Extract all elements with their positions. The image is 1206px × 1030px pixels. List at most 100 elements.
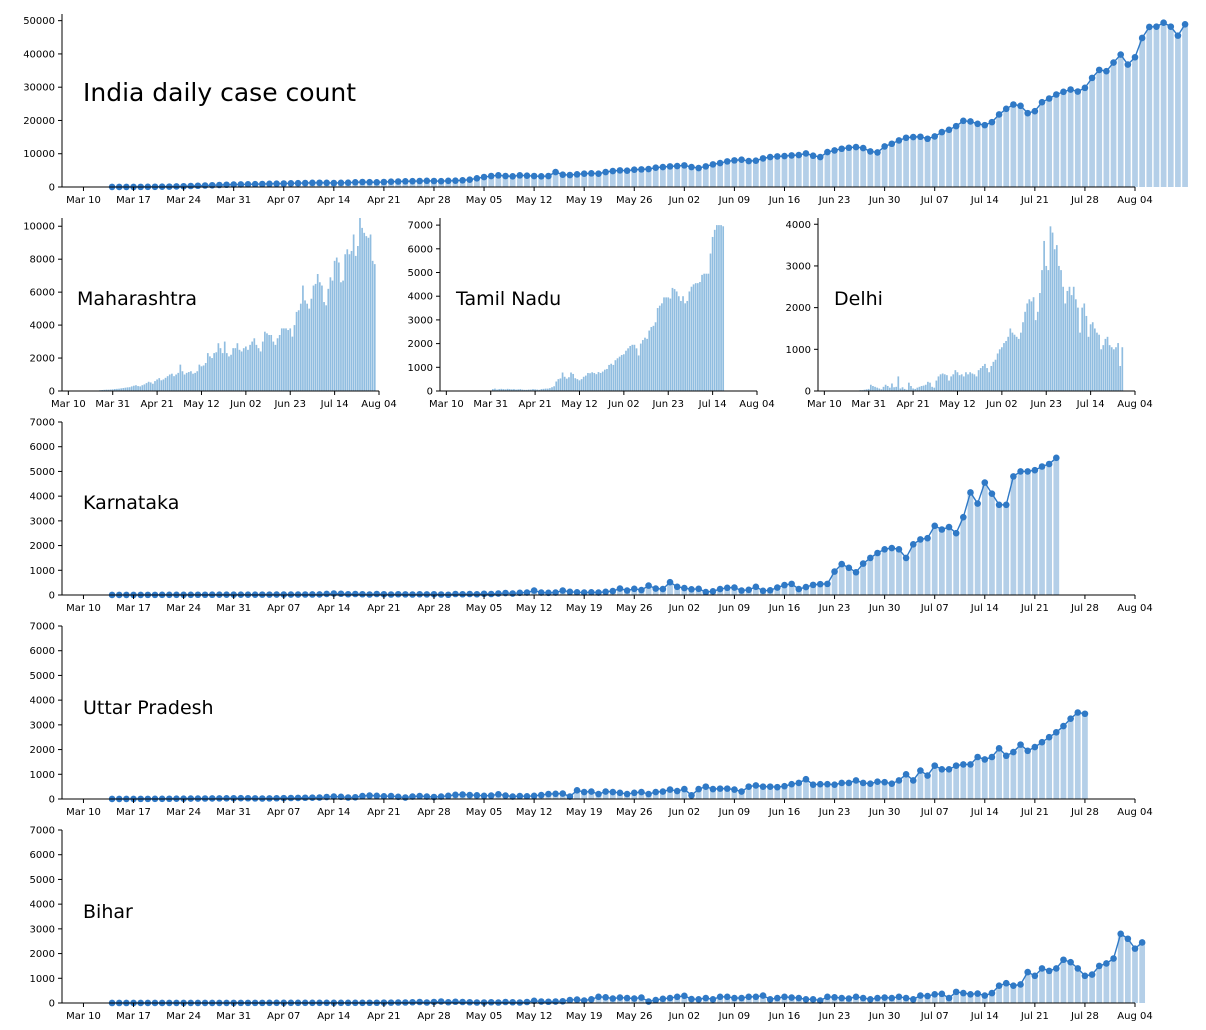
- bar: [1074, 712, 1081, 799]
- bar: [717, 788, 723, 799]
- bar: [853, 780, 859, 799]
- bar: [795, 155, 802, 187]
- data-point: [487, 792, 495, 799]
- x-tick-label: Mar 10: [66, 807, 101, 818]
- bar: [156, 379, 158, 391]
- data-point: [652, 164, 660, 171]
- bar: [667, 166, 673, 187]
- y-tick-label: 2000: [30, 745, 55, 756]
- x-tick-label: Aug 04: [1117, 1011, 1152, 1022]
- data-point: [909, 133, 917, 141]
- x-tick-label: Aug 04: [1117, 807, 1152, 818]
- data-point: [838, 145, 846, 153]
- bar: [753, 160, 759, 187]
- y-tick-label: 2000: [30, 541, 55, 552]
- data-point: [1131, 53, 1139, 61]
- bar: [760, 786, 766, 799]
- data-point: [394, 178, 402, 185]
- bar: [1039, 466, 1045, 595]
- bar: [346, 249, 349, 391]
- bar: [511, 389, 513, 391]
- bar: [846, 567, 852, 595]
- data-point: [688, 995, 695, 1003]
- data-point: [1024, 747, 1031, 755]
- y-tick-label: 20000: [23, 116, 55, 127]
- bar: [967, 994, 974, 1003]
- data-point: [1010, 473, 1017, 480]
- y-tick-label: 7000: [30, 622, 55, 633]
- x-tick-label: Mar 31: [216, 195, 251, 206]
- x-tick-label: Jul 28: [1070, 1011, 1099, 1022]
- data-point: [1060, 722, 1067, 730]
- data-point: [723, 584, 731, 592]
- data-point: [809, 995, 817, 1003]
- bar: [931, 136, 938, 187]
- data-point: [1131, 945, 1139, 952]
- bar: [581, 173, 588, 187]
- bar: [291, 336, 294, 391]
- bar: [525, 389, 528, 391]
- data-point: [602, 588, 609, 596]
- data-point: [960, 989, 967, 997]
- data-point: [545, 790, 552, 798]
- data-point: [452, 791, 459, 799]
- data-point: [659, 163, 667, 171]
- bar: [731, 587, 738, 595]
- bar: [160, 380, 163, 391]
- bar: [888, 548, 895, 595]
- x-tick-label: Jun 23: [818, 195, 851, 206]
- bar: [774, 787, 781, 799]
- x-tick-label: May 26: [616, 603, 653, 614]
- y-tick-label: 40000: [23, 49, 55, 60]
- bar: [910, 544, 917, 595]
- data-point: [502, 172, 509, 180]
- y-tick-label: 0: [805, 387, 811, 398]
- bar: [1010, 752, 1017, 799]
- bar: [788, 155, 795, 187]
- bar: [652, 167, 659, 187]
- bar: [702, 166, 709, 187]
- data-point: [495, 172, 502, 179]
- bar: [920, 386, 923, 391]
- data-point: [695, 164, 702, 172]
- data-point: [888, 994, 896, 1002]
- bar: [788, 784, 795, 799]
- bar: [249, 344, 251, 391]
- y-tick-label: 1000: [30, 566, 55, 577]
- bar: [897, 376, 900, 391]
- bar: [1003, 504, 1010, 595]
- y-tick-label: 3000: [30, 720, 55, 731]
- x-tick-label: Apr 07: [267, 603, 300, 614]
- bar: [950, 376, 952, 391]
- x-tick-label: May 19: [566, 1011, 603, 1022]
- data-point: [960, 761, 967, 768]
- data-point: [323, 179, 330, 187]
- y-tick-label: 0: [49, 183, 55, 194]
- bar: [1003, 983, 1010, 1003]
- data-point: [301, 794, 309, 802]
- bar: [1167, 26, 1174, 187]
- bar: [1036, 311, 1039, 391]
- data-point: [1074, 88, 1082, 95]
- data-point: [788, 994, 795, 1001]
- data-point: [523, 792, 531, 800]
- bar: [498, 389, 501, 391]
- y-tick-label: 0: [49, 591, 55, 602]
- bar: [116, 388, 118, 391]
- bar: [1003, 343, 1005, 391]
- data-point: [573, 996, 581, 1003]
- bar: [1013, 334, 1016, 391]
- bar: [365, 236, 368, 391]
- x-tick-label: Jul 21: [1020, 195, 1049, 206]
- data-point: [459, 177, 466, 184]
- data-point: [995, 982, 1003, 989]
- data-point: [630, 995, 638, 1002]
- bar: [1067, 89, 1074, 187]
- bar: [896, 780, 902, 799]
- panel-title-maharashtra: Maharashtra: [77, 288, 197, 310]
- bar: [610, 363, 613, 391]
- bar: [1053, 968, 1060, 1003]
- bar: [645, 585, 652, 595]
- bar: [162, 379, 165, 391]
- data-point: [537, 173, 545, 180]
